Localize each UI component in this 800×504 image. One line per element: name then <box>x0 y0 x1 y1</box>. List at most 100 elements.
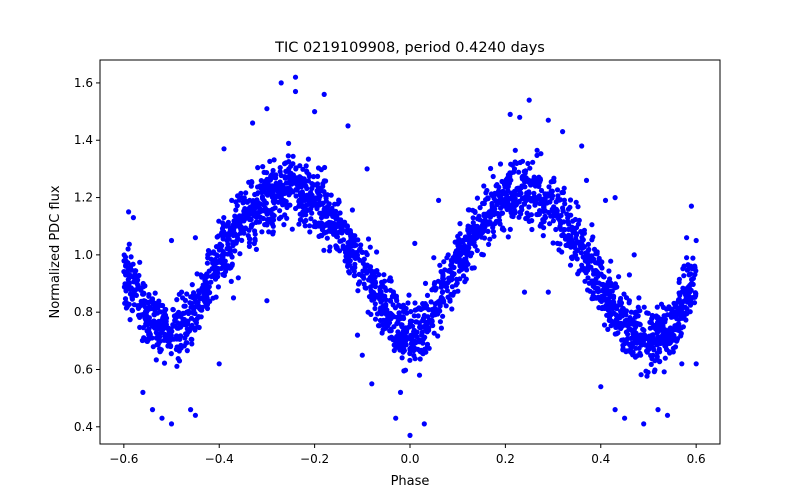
data-point <box>285 153 291 159</box>
data-point <box>151 320 157 327</box>
data-point <box>345 263 351 269</box>
data-point <box>528 198 534 204</box>
data-point <box>129 308 136 314</box>
data-point <box>419 332 425 338</box>
data-point <box>316 233 322 239</box>
data-point <box>632 322 639 329</box>
data-point <box>525 160 531 167</box>
data-point <box>416 337 422 343</box>
data-point <box>453 248 459 254</box>
data-point <box>207 290 213 296</box>
data-point <box>254 191 260 197</box>
data-point <box>601 322 608 328</box>
data-point <box>440 313 446 319</box>
data-point <box>290 189 296 195</box>
data-point <box>155 341 161 347</box>
data-point <box>149 296 156 302</box>
data-point <box>268 216 274 222</box>
data-point <box>652 358 658 364</box>
data-point <box>693 361 699 367</box>
data-point <box>335 201 341 207</box>
data-point <box>542 197 548 203</box>
data-point <box>407 432 413 438</box>
data-point <box>372 301 378 307</box>
data-point <box>337 210 343 216</box>
data-point <box>301 219 307 225</box>
data-point <box>273 180 279 186</box>
data-point <box>464 267 470 273</box>
data-point <box>504 182 510 188</box>
data-point <box>538 151 544 157</box>
data-point <box>623 317 630 323</box>
data-point <box>243 190 249 196</box>
data-point <box>628 345 634 352</box>
data-point <box>453 276 460 282</box>
y-tick-label: 1.2 <box>74 191 93 205</box>
data-point <box>632 314 639 320</box>
data-point <box>393 415 399 421</box>
data-point <box>314 206 320 212</box>
data-point <box>667 305 673 312</box>
data-point <box>508 161 514 167</box>
data-point <box>550 208 556 215</box>
data-point <box>575 204 581 210</box>
data-point <box>413 319 419 325</box>
data-point <box>369 381 375 387</box>
data-point <box>179 289 185 295</box>
data-point <box>143 317 149 323</box>
data-point <box>567 204 573 210</box>
data-point <box>216 218 222 224</box>
data-point <box>496 189 502 195</box>
data-point <box>175 325 181 331</box>
data-point <box>128 254 134 260</box>
data-point <box>431 281 437 287</box>
data-point <box>168 237 175 244</box>
data-point <box>599 305 605 312</box>
data-point <box>619 337 625 343</box>
data-point <box>271 157 277 163</box>
data-point <box>188 407 194 413</box>
data-point <box>431 330 437 336</box>
data-point <box>583 177 590 183</box>
data-point <box>152 290 158 296</box>
data-point <box>249 179 255 186</box>
data-point <box>583 270 589 276</box>
data-point <box>546 184 552 190</box>
data-point <box>424 292 431 298</box>
data-point <box>267 158 273 164</box>
data-point <box>537 208 543 214</box>
data-point <box>400 342 406 348</box>
data-point <box>636 345 642 351</box>
data-point <box>184 348 190 354</box>
data-point <box>212 272 219 278</box>
data-point <box>573 240 579 246</box>
x-tick-label: 0.0 <box>400 452 419 466</box>
data-point <box>467 239 473 245</box>
data-point <box>278 172 284 179</box>
data-point <box>624 336 631 342</box>
data-point <box>595 260 601 266</box>
data-point <box>553 199 559 205</box>
data-point <box>306 173 312 179</box>
data-point <box>676 321 682 327</box>
data-point <box>619 307 625 313</box>
data-point <box>229 197 235 203</box>
data-point <box>361 256 367 262</box>
y-tick-label: 1.0 <box>74 248 93 262</box>
data-point <box>296 197 302 203</box>
data-point <box>327 226 333 232</box>
data-point <box>662 333 668 339</box>
data-point <box>526 204 532 210</box>
data-point <box>232 213 238 219</box>
data-point <box>477 230 483 236</box>
data-point <box>290 153 296 159</box>
data-point <box>487 236 493 242</box>
data-point <box>457 258 463 264</box>
data-point <box>155 305 161 311</box>
data-point <box>481 200 487 207</box>
data-point <box>221 146 227 152</box>
data-point <box>266 209 272 215</box>
data-point <box>667 312 674 318</box>
